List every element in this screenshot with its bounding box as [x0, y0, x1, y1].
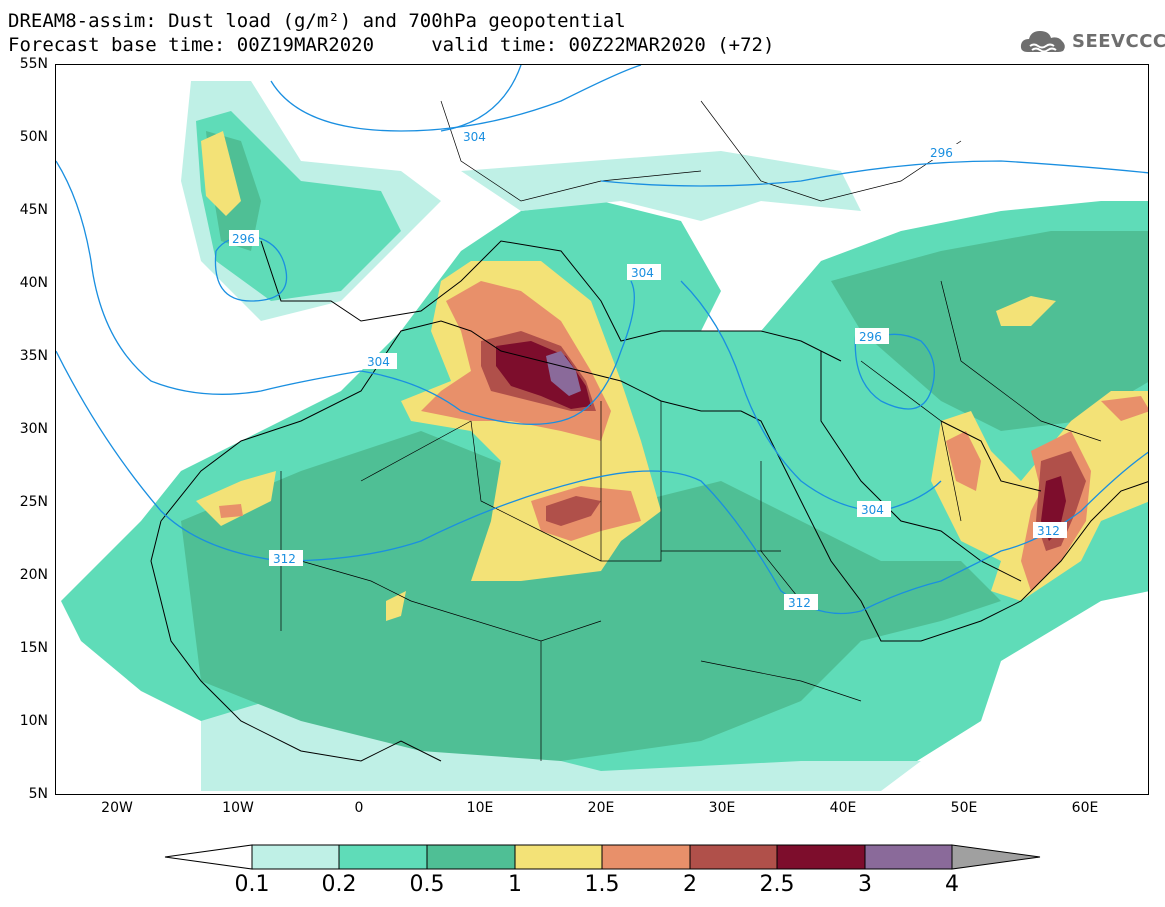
lon-label-20w: 20W	[101, 800, 133, 816]
contour-label-312-west: 312	[269, 550, 303, 566]
isoline-label: 304	[631, 266, 654, 280]
colorbar-tick-4: 4	[945, 872, 959, 897]
lat-label-45n: 45N	[19, 202, 48, 218]
dust-region-arabia	[831, 231, 1148, 431]
lon-label-10w: 10W	[222, 800, 254, 816]
lat-label-20n: 20N	[19, 567, 48, 583]
contour-label-296-iberia: 296	[229, 230, 259, 246]
dust-region-algeria-yellow	[386, 591, 406, 621]
dust-region-chad-brown	[546, 496, 601, 526]
contour-label-312-oman: 312	[1033, 522, 1067, 538]
dust-fringe-europe	[461, 151, 861, 221]
colorbar-tick-0.1: 0.1	[234, 872, 270, 897]
colorbar-tick-1.5: 1.5	[584, 872, 620, 897]
lon-label-40e: 40E	[829, 800, 857, 816]
colorbar-swatch-1	[514, 844, 603, 870]
contour-labels: 304 296 296 304 304 296	[229, 128, 1067, 610]
colorbar-swatch-0.2	[338, 844, 428, 870]
isoline-label: 312	[273, 552, 296, 566]
colorbar-tick-3: 3	[858, 872, 872, 897]
contour-label-296-east: 296	[926, 144, 960, 160]
dust-map: 304 296 296 304 304 296	[56, 65, 1148, 791]
colorbar-swatch-0.1	[251, 844, 340, 870]
contour-label-304-greece: 304	[627, 264, 661, 280]
isoline-label: 312	[788, 596, 811, 610]
title-line-1: DREAM8-assim: Dust load (g/m²) and 700hP…	[8, 10, 626, 32]
lat-label-30n: 30N	[19, 421, 48, 437]
colorbar	[164, 844, 1041, 870]
lat-label-15n: 15N	[19, 640, 48, 656]
colorbar-tick-1: 1	[508, 872, 522, 897]
colorbar-swatch-0.5	[426, 844, 516, 870]
isoline-label: 296	[859, 330, 882, 344]
lon-label-50e: 50E	[950, 800, 978, 816]
colorbar-swatch-2.5	[776, 844, 866, 870]
contour-label-304-north: 304	[459, 128, 493, 144]
dust-region-westsahara-yellow	[196, 471, 276, 526]
dust-region-atlantic-yellow	[201, 131, 241, 216]
colorbar-arrow-right	[951, 844, 1041, 870]
lon-label-30e: 30E	[708, 800, 736, 816]
contour-label-296-iraq: 296	[855, 328, 889, 344]
colorbar-tick-0.5: 0.5	[409, 872, 445, 897]
lat-label-25n: 25N	[19, 494, 48, 510]
lat-label-5n: 5N	[28, 786, 48, 802]
isoline-label: 304	[463, 130, 486, 144]
colorbar-swatch-3	[864, 844, 953, 870]
isoline-label: 312	[1037, 524, 1060, 538]
lon-label-10e: 10E	[466, 800, 494, 816]
isoline-label: 296	[930, 146, 953, 160]
lat-label-35n: 35N	[19, 348, 48, 364]
logo-text: SEEVCCC	[1072, 30, 1165, 52]
isoline-label: 296	[232, 232, 255, 246]
dust-region-atlantic	[196, 111, 401, 301]
contour-label-304-morocco: 304	[363, 353, 397, 369]
lat-label-40n: 40N	[19, 275, 48, 291]
lon-label-0: 0	[354, 800, 364, 816]
lat-label-50n: 50N	[19, 129, 48, 145]
dust-region-gulf-orange	[946, 431, 981, 491]
lat-label-55n: 55N	[19, 56, 48, 72]
dust-region-westsahara-orange	[219, 504, 243, 518]
contour-label-304-arabia: 304	[857, 501, 891, 517]
dust-region-mid	[181, 431, 1001, 761]
country-borders	[280, 100, 1102, 761]
dust-region-iran-orange	[1101, 396, 1148, 421]
colorbar-tick-2: 2	[683, 872, 697, 897]
lon-label-60e: 60E	[1071, 800, 1099, 816]
dust-region-libya-purple	[546, 351, 581, 396]
lat-label-10n: 10N	[19, 713, 48, 729]
dust-region-iran-yellow	[996, 296, 1056, 326]
geopotential-contours	[56, 65, 1148, 615]
title-line-2: Forecast base time: 00Z19MAR2020 valid t…	[8, 34, 775, 56]
isoline-label: 304	[861, 503, 884, 517]
colorbar-swatch-2	[689, 844, 778, 870]
lon-label-20e: 20E	[587, 800, 615, 816]
colorbar-tick-0.2: 0.2	[321, 872, 357, 897]
colorbar-arrow-left	[164, 844, 253, 870]
map-area: 304 296 296 304 304 296	[55, 64, 1149, 795]
contour-label-312-sudan: 312	[784, 594, 818, 610]
cloud-icon	[1020, 31, 1065, 53]
colorbar-swatch-1.5	[601, 844, 691, 870]
isoline-label: 304	[367, 355, 390, 369]
colorbar-tick-2.5: 2.5	[759, 872, 795, 897]
logo: SEEVCCC	[1018, 24, 1165, 58]
